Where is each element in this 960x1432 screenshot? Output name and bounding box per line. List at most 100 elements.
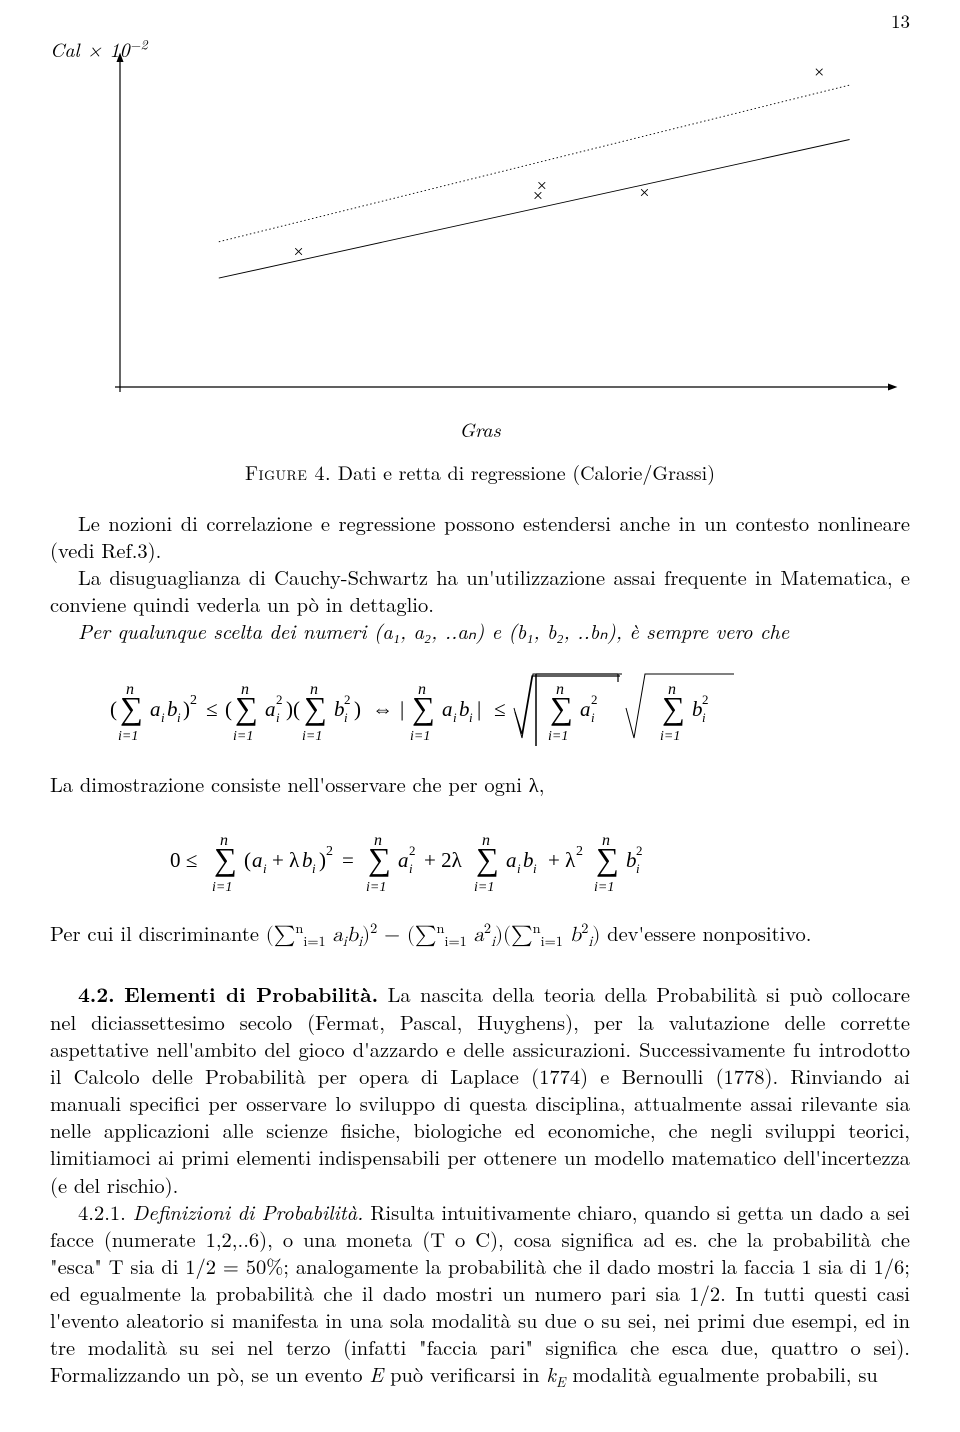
svg-text:b: b xyxy=(692,697,703,721)
svg-text:i=1: i=1 xyxy=(474,880,494,895)
figure-caption-text: Dati e retta di regressione (Calorie/Gra… xyxy=(338,457,715,486)
svg-text:b: b xyxy=(334,697,345,721)
svg-text:i: i xyxy=(517,861,521,876)
paragraph: La disuguaglianza di Cauchy-Schwartz ha … xyxy=(50,563,910,617)
regression-chart: × × × × × xyxy=(50,42,910,422)
figure-caption: Figure 4. Dati e retta di regressione (C… xyxy=(50,459,910,485)
svg-text:i=1: i=1 xyxy=(366,880,386,895)
paragraph-discriminant: Per cui il discriminante (∑ni=1 aibi)2 −… xyxy=(50,919,910,952)
chart-x-axis-label: Gras xyxy=(50,416,910,442)
discr-text-b: dev'essere nonpositivo. xyxy=(600,918,811,947)
italic-statement: Per qualunque scelta dei numeri (a₁, a₂,… xyxy=(50,617,910,644)
svg-text:i=1: i=1 xyxy=(233,729,253,744)
svg-text:i: i xyxy=(591,710,595,725)
svg-text:|: | xyxy=(400,697,404,721)
svg-text:b: b xyxy=(626,848,637,872)
svg-text:i: i xyxy=(533,861,537,876)
svg-text:i: i xyxy=(312,861,316,876)
svg-text:a: a xyxy=(398,848,409,872)
svg-text:2: 2 xyxy=(409,843,416,858)
discr-text-a: Per cui il discriminante xyxy=(50,918,266,947)
svg-text:2: 2 xyxy=(326,844,333,859)
svg-text:2: 2 xyxy=(702,692,709,707)
paragraph: La dimostrazione consiste nell'osservare… xyxy=(50,770,910,797)
svg-text:)(: )( xyxy=(286,697,300,721)
subsection-number: 4.2.1. xyxy=(78,1197,126,1226)
svg-text:i=1: i=1 xyxy=(660,729,680,744)
y-label-text: Cal × 10−2 xyxy=(50,34,148,63)
svg-text:i=1: i=1 xyxy=(212,880,232,895)
upper-dotted-line xyxy=(219,85,850,242)
svg-text:i: i xyxy=(453,710,457,725)
svg-text:+ λ: + λ xyxy=(548,848,576,872)
svg-text:b: b xyxy=(459,697,470,721)
svg-text:a: a xyxy=(442,697,453,721)
svg-text:a: a xyxy=(252,848,263,872)
svg-text:i: i xyxy=(161,710,165,725)
math-lambda-expansion: 0 ≤ n ∑ i=1 ( a i + λ b i ) 2 = n ∑ i=1 … xyxy=(50,817,910,899)
paragraph: Le nozioni di correlazione e regressione… xyxy=(50,509,910,563)
data-point: × xyxy=(294,242,304,262)
svg-text:a: a xyxy=(580,697,591,721)
svg-text:(: ( xyxy=(225,697,232,721)
svg-text:+ 2λ: + 2λ xyxy=(424,848,463,872)
svg-text:=: = xyxy=(342,848,354,872)
fit-line xyxy=(219,140,850,279)
data-point: × xyxy=(814,62,824,82)
subsection-title: Definizioni di Probabilità. xyxy=(133,1197,364,1226)
svg-text:): ) xyxy=(319,848,326,872)
svg-text:2: 2 xyxy=(190,693,197,708)
svg-text:∑: ∑ xyxy=(550,690,573,726)
svg-text:a: a xyxy=(265,697,276,721)
svg-text:i=1: i=1 xyxy=(302,729,322,744)
svg-text:∑: ∑ xyxy=(304,690,327,726)
svg-text:2: 2 xyxy=(276,692,283,707)
svg-text:i: i xyxy=(276,710,280,725)
data-point: × xyxy=(639,182,649,202)
chart-y-axis-label: Cal × 10−2 xyxy=(50,35,170,62)
svg-text:|: | xyxy=(477,697,481,721)
svg-text:): ) xyxy=(183,697,190,721)
svg-text:i=1: i=1 xyxy=(410,729,430,744)
svg-text:i: i xyxy=(177,710,181,725)
svg-text:b: b xyxy=(302,848,313,872)
svg-text:b: b xyxy=(167,697,178,721)
svg-text:∑: ∑ xyxy=(120,690,143,726)
svg-text:∑: ∑ xyxy=(662,690,685,726)
svg-text:2: 2 xyxy=(636,843,643,858)
figure-label: Figure 4. xyxy=(245,457,331,486)
chart-svg: × × × × × xyxy=(50,42,910,422)
svg-text:b: b xyxy=(523,848,534,872)
svg-text:i: i xyxy=(409,861,413,876)
svg-text:⇔: ⇔ xyxy=(372,697,393,721)
svg-text:∑: ∑ xyxy=(235,690,258,726)
svg-text:+ λ: + λ xyxy=(272,848,300,872)
svg-text:(: ( xyxy=(110,697,117,721)
section-4-2: 4.2. Elementi di Probabilità. La nascita… xyxy=(50,980,910,1197)
svg-text:≤: ≤ xyxy=(494,697,506,721)
svg-text:∑: ∑ xyxy=(214,841,237,877)
svg-text:i: i xyxy=(263,861,267,876)
svg-text:i: i xyxy=(636,861,640,876)
svg-text:(: ( xyxy=(244,848,251,872)
svg-text:2: 2 xyxy=(576,844,583,859)
svg-text:≤: ≤ xyxy=(206,697,218,721)
svg-text:i=1: i=1 xyxy=(594,880,614,895)
svg-text:): ) xyxy=(354,697,361,721)
section-title: Elementi di Probabilità. xyxy=(124,980,378,1009)
data-points: × × × × × xyxy=(294,62,825,262)
section-text: La nascita della teoria della Probabilit… xyxy=(50,979,910,1198)
svg-text:∑: ∑ xyxy=(412,690,435,726)
svg-text:2: 2 xyxy=(591,692,598,707)
svg-text:0 ≤: 0 ≤ xyxy=(170,848,197,872)
svg-text:∑: ∑ xyxy=(476,841,499,877)
page-number: 13 xyxy=(50,8,910,33)
svg-text:a: a xyxy=(506,848,517,872)
svg-text:2: 2 xyxy=(344,692,351,707)
subsection-text: Risulta intuitivamente chiaro, quando si… xyxy=(50,1197,910,1388)
svg-text:a: a xyxy=(150,697,161,721)
page: 13 Cal × 10−2 × × × xyxy=(0,8,960,1432)
svg-text:i=1: i=1 xyxy=(548,729,568,744)
svg-text:∑: ∑ xyxy=(596,841,619,877)
subsection-4-2-1: 4.2.1. Definizioni di Probabilità. Risul… xyxy=(50,1198,910,1392)
